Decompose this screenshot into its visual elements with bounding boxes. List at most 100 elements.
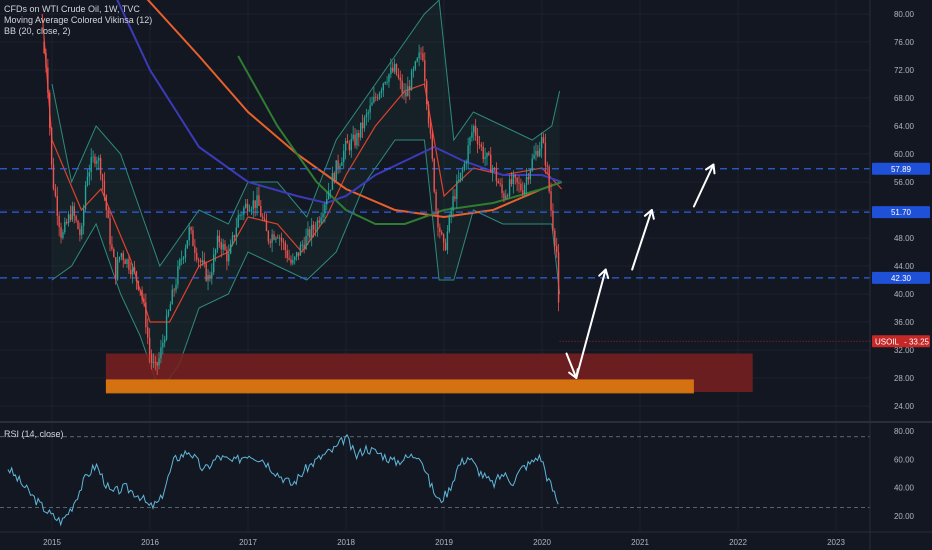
candle-body-261: [535, 150, 537, 155]
candle-body-174: [371, 102, 373, 106]
candle-body-235: [486, 152, 488, 158]
level-tag-bg-2: [872, 271, 930, 284]
y-tick-label-11: 36.00: [894, 318, 915, 327]
candle-body-43: [124, 259, 126, 265]
candle-body-28: [96, 160, 98, 164]
candle-body-139: [305, 235, 307, 250]
candle-body-89: [211, 272, 213, 279]
candle-body-205: [429, 123, 432, 134]
candle-body-152: [329, 189, 332, 192]
candle-body-94: [220, 242, 222, 250]
candle-body-273: [557, 252, 560, 303]
candle-body-154: [333, 173, 336, 181]
candle-body-243: [501, 184, 503, 194]
y-tick-label-6: 56.00: [894, 178, 915, 187]
candle-body-170: [363, 117, 366, 129]
candle-body-108: [246, 203, 249, 212]
candle-body-224: [465, 162, 467, 164]
rsi-tick-label-0: 80.00: [894, 427, 915, 436]
indicator-bb-label[interactable]: BB (20, close, 2): [4, 26, 71, 36]
candle-body-121: [271, 234, 273, 243]
candle-body-230: [476, 135, 479, 145]
candle-body-53: [143, 298, 145, 303]
candle-body-59: [154, 362, 156, 364]
bb-upper-band: [51, 0, 561, 268]
bb-lower-band: [51, 139, 561, 394]
projection-arrows[interactable]: [565, 163, 716, 379]
candle-body-77: [188, 227, 190, 241]
candle-body-134: [295, 252, 298, 257]
candle-body-214: [446, 231, 449, 251]
candle-body-15: [71, 206, 74, 220]
candle-body-49: [135, 271, 138, 282]
level-tag-bg-0: [872, 162, 930, 175]
candle-body-193: [407, 86, 409, 97]
candle-body-211: [441, 231, 443, 235]
candle-body-1: [45, 52, 47, 68]
candle-body-188: [397, 74, 400, 78]
support-zones[interactable]: [105, 353, 753, 394]
candle-body-137: [301, 244, 303, 246]
candle-body-259: [531, 158, 533, 171]
candle-body-201: [422, 53, 424, 61]
projection-arrow-1: [575, 268, 607, 379]
candle-body-181: [384, 81, 386, 84]
candle-body-143: [312, 224, 315, 230]
candle-body-228: [473, 126, 475, 133]
candle-body-178: [378, 93, 381, 99]
candle-body-5: [52, 164, 55, 189]
current-price-symbol: USOIL: [875, 337, 900, 346]
y-tick-label-5: 60.00: [894, 150, 915, 159]
candle-body-187: [395, 63, 398, 75]
candle-body-106: [243, 207, 245, 215]
candle-body-105: [241, 214, 243, 216]
candle-body-221: [459, 172, 462, 180]
candle-body-239: [493, 167, 496, 169]
symbol-title[interactable]: CFDs on WTI Crude Oil, 1W, TVC: [4, 4, 140, 14]
candle-body-171: [365, 114, 368, 118]
y-tick-label-12: 32.00: [894, 346, 915, 355]
candle-body-39: [116, 259, 119, 280]
candle-body-96: [224, 243, 226, 251]
candles: [43, 36, 870, 375]
y-tick-label-10: 40.00: [894, 290, 915, 299]
level-tag-label-2: 42.30: [891, 274, 912, 283]
candle-body-123: [275, 237, 277, 240]
y-tick-label-14: 24.00: [894, 402, 915, 411]
candle-body-73: [180, 259, 183, 260]
candle-body-75: [184, 248, 187, 258]
candle-body-240: [495, 168, 498, 181]
candle-body-34: [107, 209, 109, 219]
candle-body-194: [409, 86, 411, 91]
candle-body-124: [277, 237, 279, 239]
candle-body-241: [497, 180, 499, 184]
candle-body-93: [218, 235, 221, 243]
candle-body-41: [120, 253, 123, 257]
candle-body-79: [192, 230, 194, 247]
candle-body-46: [130, 269, 132, 275]
candle-body-29: [98, 157, 100, 161]
chart-legend: CFDs on WTI Crude Oil, 1W, TVC Moving Av…: [4, 4, 152, 37]
candle-body-173: [369, 105, 371, 113]
candle-body-184: [390, 67, 392, 75]
candle-body-68: [171, 289, 173, 305]
y-tick-label-1: 76.00: [894, 38, 915, 47]
indicator-ma-label[interactable]: Moving Average Colored Vikinsa (12): [4, 15, 153, 25]
rsi-line: [7, 434, 559, 527]
candle-body-225: [467, 145, 469, 163]
candle-body-9: [60, 226, 62, 238]
candle-body-151: [327, 191, 330, 199]
candle-body-136: [299, 244, 302, 256]
candle-body-200: [420, 52, 422, 54]
candle-body-55: [147, 327, 149, 338]
rsi-legend[interactable]: RSI (14, close): [4, 429, 64, 439]
grid: [0, 0, 870, 530]
candle-body-237: [490, 154, 492, 173]
horizontal-levels[interactable]: [0, 168, 870, 279]
candle-body-251: [516, 177, 518, 183]
candle-body-101: [233, 235, 236, 238]
rsi-tick-label-1: 60.00: [894, 455, 915, 464]
candle-body-10: [62, 232, 64, 238]
candle-body-78: [190, 227, 192, 231]
